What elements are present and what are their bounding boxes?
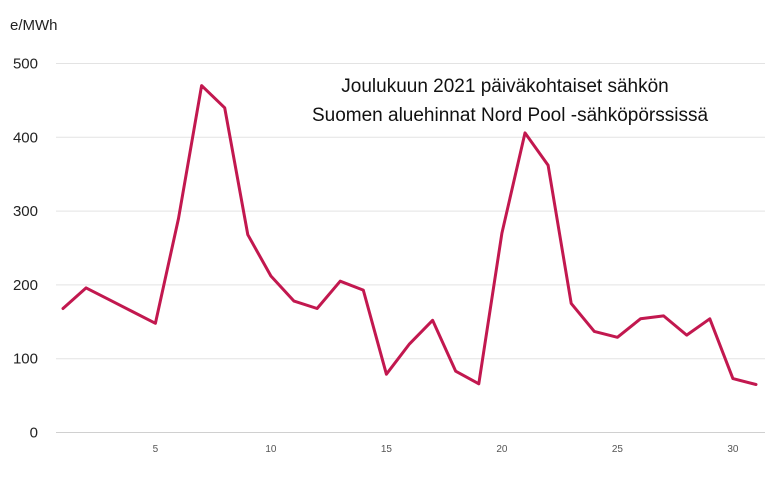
data-point <box>408 342 411 346</box>
x-tick-label: 30 <box>727 444 739 455</box>
x-tick-label: 15 <box>381 444 393 455</box>
data-point <box>223 106 226 109</box>
data-point <box>246 233 249 236</box>
y-tick-label: 0 <box>30 425 38 442</box>
x-tick-label: 5 <box>153 444 159 455</box>
grid-lines <box>56 63 765 433</box>
data-point <box>708 317 711 321</box>
data-point <box>108 298 111 301</box>
data-point <box>570 302 573 305</box>
x-tick-label: 25 <box>612 444 624 455</box>
y-tick-label: 500 <box>13 56 38 73</box>
y-tick-labels: 0 100 200 300 400 500 <box>13 56 38 442</box>
data-point <box>685 333 688 337</box>
data-point <box>362 288 365 292</box>
y-tick-label: 400 <box>13 129 38 146</box>
data-point <box>61 307 65 310</box>
data-point <box>84 286 88 290</box>
data-point <box>662 314 665 318</box>
data-point <box>477 382 480 385</box>
series-area <box>61 84 758 386</box>
data-point <box>616 336 619 339</box>
data-point <box>177 217 180 220</box>
data-point <box>269 274 273 278</box>
data-point <box>593 330 596 333</box>
y-tick-label: 200 <box>13 277 38 294</box>
data-point <box>454 370 457 373</box>
data-point <box>639 317 642 321</box>
y-tick-label: 100 <box>13 351 38 368</box>
y-tick-label: 300 <box>13 203 38 220</box>
x-tick-labels: 5 10 15 20 25 30 <box>153 444 739 455</box>
chart-title-line-2: Suomen aluehinnat Nord Pool -sähköpörssi… <box>312 105 708 126</box>
x-tick-label: 10 <box>265 444 277 455</box>
data-point <box>500 232 504 235</box>
data-point <box>546 164 550 167</box>
y-axis-label: e/MWh <box>10 17 58 34</box>
data-point <box>154 322 157 325</box>
data-point <box>339 280 342 283</box>
data-point <box>200 84 203 87</box>
x-tick-label: 20 <box>496 444 508 455</box>
price-series-line <box>61 84 758 386</box>
data-point <box>754 383 758 386</box>
data-point <box>431 319 434 322</box>
data-point <box>731 377 735 380</box>
data-point <box>131 310 134 313</box>
data-point <box>523 131 527 135</box>
data-point <box>385 372 388 376</box>
chart-title-line-1: Joulukuun 2021 päiväkohtaiset sähkön <box>341 76 668 97</box>
data-point <box>292 299 296 303</box>
data-point <box>315 307 319 310</box>
